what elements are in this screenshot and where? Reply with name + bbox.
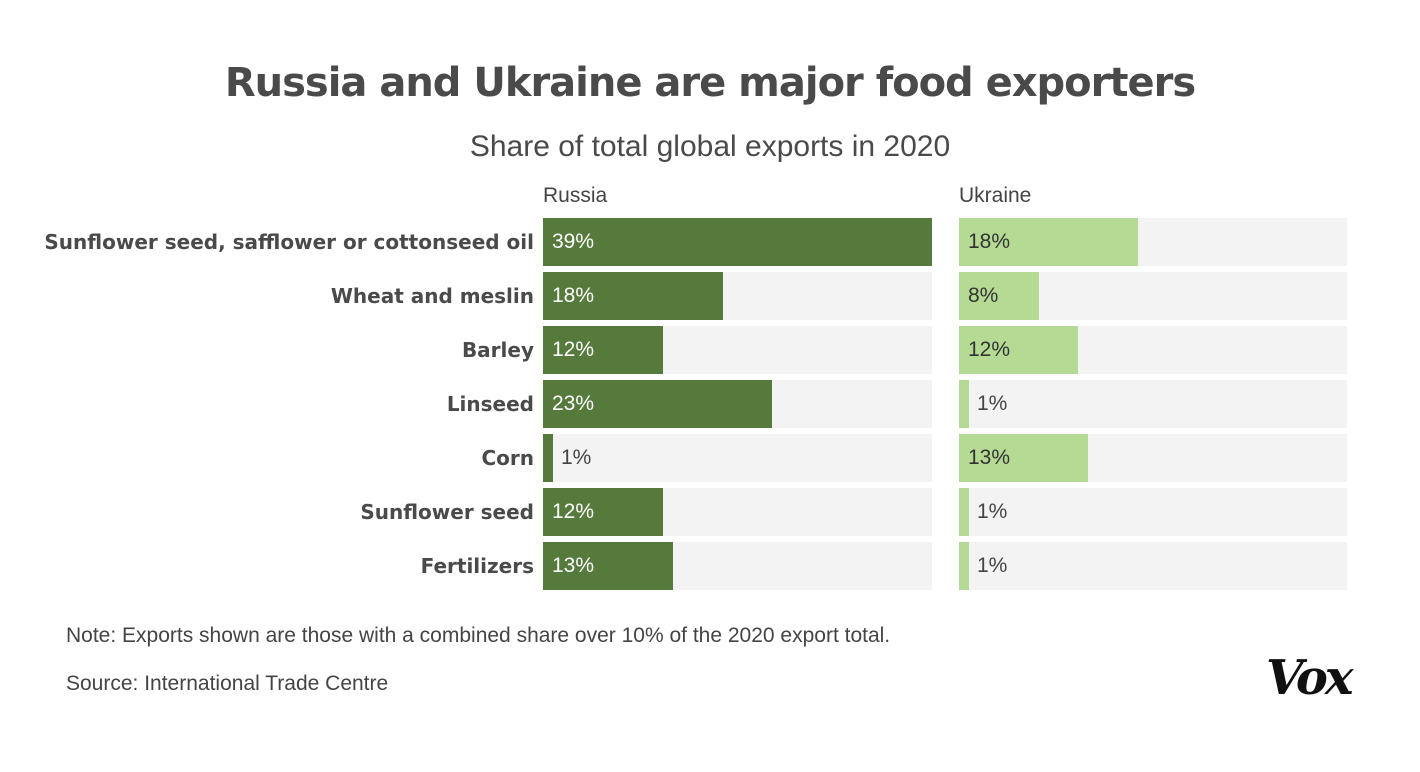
data-label-russia: 12% — [552, 338, 595, 361]
bar-track-russia: 12% — [543, 488, 932, 536]
bar-track-russia: 39% — [543, 218, 932, 266]
vox-logo: Vox — [1266, 650, 1353, 706]
bar-russia — [543, 218, 932, 266]
data-label-ukraine: 8% — [968, 284, 999, 307]
bar-track-ukraine: 12% — [959, 326, 1347, 374]
data-label-ukraine: 18% — [968, 230, 1011, 253]
bar-russia — [543, 488, 663, 536]
chart-source: Source: International Trade Centre — [66, 672, 389, 695]
category-label: Fertilizers — [420, 554, 534, 578]
bar-track-russia: 18% — [543, 272, 932, 320]
category-label: Sunflower seed, safflower or cottonseed … — [44, 230, 534, 254]
bar-track-ukraine: 8% — [959, 272, 1347, 320]
bar-track-ukraine: 13% — [959, 434, 1347, 482]
bar-ukraine — [959, 218, 1138, 266]
data-label-russia: 39% — [552, 230, 595, 253]
bar-track-ukraine: 18% — [959, 218, 1347, 266]
data-label-russia: 23% — [552, 392, 595, 415]
category-label: Barley — [461, 338, 534, 362]
category-label: Wheat and meslin — [330, 284, 534, 308]
bar-russia — [543, 272, 723, 320]
data-label-russia: 18% — [552, 284, 595, 307]
chart-note: Note: Exports shown are those with a com… — [66, 624, 891, 647]
category-label: Corn — [481, 446, 534, 470]
bar-ukraine — [959, 434, 1088, 482]
bar-track-russia: 23% — [543, 380, 932, 428]
data-label-russia: 13% — [552, 554, 595, 577]
data-label-russia: 12% — [552, 500, 595, 523]
bar-track-russia: 13% — [543, 542, 932, 590]
bar-russia — [543, 434, 553, 482]
category-label: Linseed — [446, 392, 534, 416]
bar-russia — [543, 542, 673, 590]
bar-ukraine — [959, 380, 969, 428]
bar-russia — [543, 380, 772, 428]
data-label-ukraine: 1% — [977, 554, 1008, 577]
panel-header-russia: Russia — [543, 184, 608, 207]
bar-track-russia: 12% — [543, 326, 932, 374]
bar-ukraine — [959, 488, 969, 536]
bar-track-russia: 1% — [543, 434, 932, 482]
bar-russia — [543, 326, 663, 374]
bar-ukraine — [959, 326, 1078, 374]
bar-track-ukraine: 1% — [959, 380, 1347, 428]
data-label-ukraine: 1% — [977, 500, 1008, 523]
category-label: Sunflower seed — [360, 500, 534, 524]
bar-track-ukraine: 1% — [959, 488, 1347, 536]
bar-ukraine — [959, 542, 969, 590]
chart-title: Russia and Ukraine are major food export… — [224, 60, 1196, 106]
data-label-russia: 1% — [561, 446, 592, 469]
data-label-ukraine: 12% — [968, 338, 1011, 361]
bar-track-ukraine: 1% — [959, 542, 1347, 590]
data-label-ukraine: 13% — [968, 446, 1011, 469]
panel-header-ukraine: Ukraine — [959, 184, 1032, 207]
bar-ukraine — [959, 272, 1039, 320]
chart-subtitle: Share of total global exports in 2020 — [469, 130, 951, 163]
data-label-ukraine: 1% — [977, 392, 1008, 415]
